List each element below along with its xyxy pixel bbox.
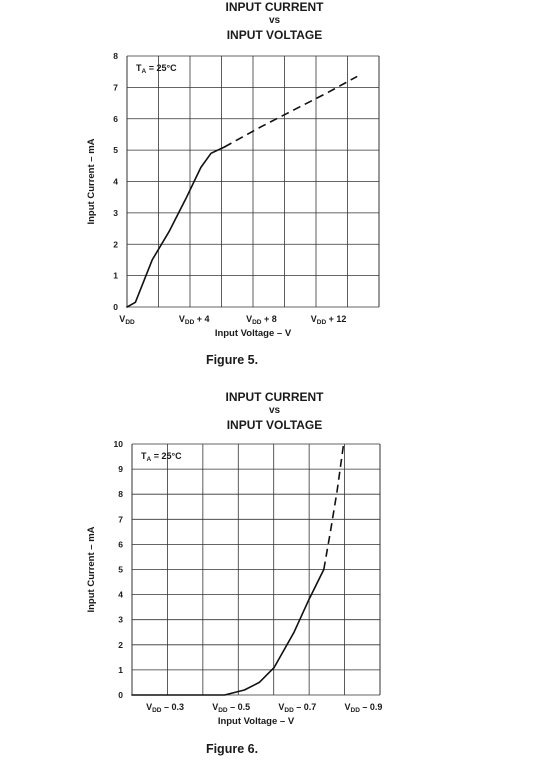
y-axis-label: Input Current – mA [86, 526, 97, 612]
title-line-2: vs [268, 15, 281, 26]
x-tick-label: VDD – 0.9 [344, 702, 382, 714]
y-tick-label: 9 [118, 464, 123, 474]
series-line-dashed [224, 75, 358, 148]
title-line-3: INPUT VOLTAGE [226, 28, 323, 42]
x-tick-label: VDD [119, 314, 135, 326]
y-tick-label: 1 [113, 271, 118, 281]
chart-title: INPUT CURRENT vs INPUT VOLTAGE [0, 390, 549, 432]
x-tick-label: VDD + 12 [311, 314, 347, 326]
chart-figure-5: 0 1 2 3 4 5 6 7 8 VDD VDD + 4 VDD + 8 VDD + 12 Input … [86, 51, 380, 339]
title-line-2: vs [268, 405, 281, 416]
figure-caption: Figure 5. [205, 353, 259, 367]
title-line-1: INPUT CURRENT [225, 0, 324, 14]
y-tick-label: 8 [118, 489, 123, 499]
title-line-1: INPUT CURRENT [225, 390, 324, 404]
x-tick-label: VDD – 0.3 [146, 702, 184, 714]
y-tick-label: 5 [118, 565, 123, 575]
figure-5: INPUT CURRENT vs INPUT VOLTAGE 0 1 2 3 4 5 6 7 8… [0, 0, 549, 380]
y-tick-label: 7 [113, 82, 118, 92]
series-line-solid [126, 146, 226, 308]
y-tick-label: 4 [113, 177, 118, 187]
x-axis-label: Input Voltage – V [215, 328, 292, 339]
y-tick-label: 6 [113, 114, 118, 124]
y-tick-label: 8 [113, 51, 118, 61]
figure-6: INPUT CURRENT vs INPUT VOLTAGE 0 1 2 3 4 5 6 7 8… [0, 385, 549, 768]
y-axis-label: Input Current – mA [86, 138, 97, 224]
y-tick-label: 1 [118, 665, 123, 675]
y-tick-label: 2 [118, 640, 123, 650]
y-tick-label: 0 [113, 302, 118, 312]
x-tick-label: VDD + 4 [179, 314, 210, 326]
series-line-dashed [323, 443, 345, 570]
y-tick-label: 3 [118, 615, 123, 625]
series-line-solid [131, 568, 325, 696]
chart-figure-6: 0 1 2 3 4 5 6 7 8 9 10 VDD – 0.3 VDD – 0.5 VDD – 0.7 V… [86, 439, 382, 727]
y-tick-label: 10 [114, 439, 124, 449]
y-tick-label: 2 [113, 239, 118, 249]
y-tick-label: 0 [118, 690, 123, 700]
y-tick-label: 4 [118, 590, 123, 600]
x-tick-label: VDD – 0.7 [278, 702, 316, 714]
y-tick-label: 6 [118, 539, 123, 549]
chart-title: INPUT CURRENT vs INPUT VOLTAGE [0, 0, 549, 42]
figure-caption: Figure 6. [205, 742, 259, 756]
x-axis-label: Input Voltage – V [218, 716, 295, 727]
temperature-annotation: TA = 25°C [136, 63, 177, 75]
x-tick-label: VDD + 8 [246, 314, 277, 326]
temperature-annotation: TA = 25°C [141, 451, 182, 463]
y-tick-label: 7 [118, 514, 123, 524]
y-tick-label: 3 [113, 208, 118, 218]
x-tick-label: VDD – 0.5 [212, 702, 250, 714]
title-line-3: INPUT VOLTAGE [226, 418, 323, 432]
y-tick-label: 5 [113, 145, 118, 155]
